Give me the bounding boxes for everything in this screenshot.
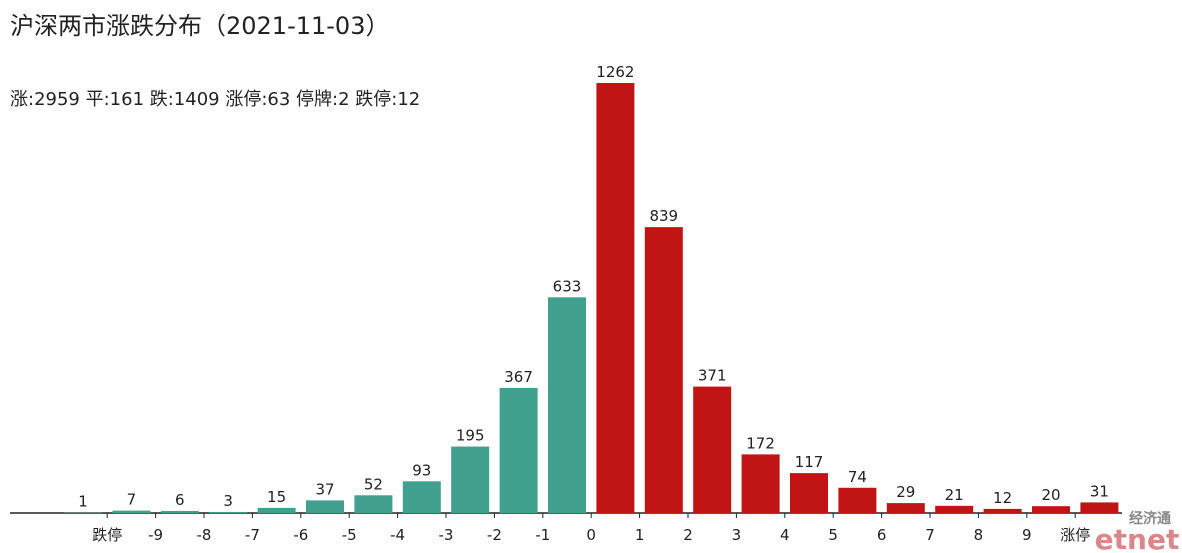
watermark-bottom: etnet bbox=[1095, 523, 1180, 553]
bar bbox=[596, 83, 635, 513]
x-tick-label: 0 bbox=[586, 526, 596, 544]
watermark-top: 经济通 bbox=[1129, 510, 1171, 527]
value-label: 371 bbox=[698, 367, 727, 385]
value-label: 20 bbox=[1041, 486, 1060, 504]
value-label: 21 bbox=[945, 486, 964, 504]
x-tick-label: 7 bbox=[925, 526, 935, 544]
bar bbox=[983, 508, 1022, 513]
x-tick-label: -4 bbox=[390, 526, 405, 544]
value-label: 1 bbox=[78, 493, 88, 511]
bar bbox=[209, 511, 248, 513]
bar bbox=[354, 495, 393, 513]
value-label: 93 bbox=[412, 461, 431, 479]
value-label: 37 bbox=[315, 480, 334, 498]
x-tick-label: -2 bbox=[487, 526, 502, 544]
bar bbox=[886, 503, 925, 513]
value-label: 172 bbox=[746, 434, 775, 452]
x-tick-label: -8 bbox=[197, 526, 212, 544]
x-tick-label: 6 bbox=[877, 526, 887, 544]
bar bbox=[1032, 506, 1070, 513]
bar bbox=[548, 297, 586, 513]
value-label: 117 bbox=[795, 453, 824, 471]
x-tick-label: -6 bbox=[293, 526, 308, 544]
value-label: 15 bbox=[267, 488, 286, 506]
value-label: 31 bbox=[1090, 482, 1109, 500]
value-label: 633 bbox=[553, 277, 582, 295]
x-tick-label: -9 bbox=[148, 526, 163, 544]
bar bbox=[160, 510, 199, 513]
value-label: 74 bbox=[848, 468, 867, 486]
value-label: 6 bbox=[175, 491, 185, 509]
x-tick-label: -3 bbox=[439, 526, 454, 544]
value-label: 3 bbox=[223, 492, 233, 510]
bar bbox=[741, 454, 780, 513]
value-label: 52 bbox=[364, 475, 383, 493]
x-tick-label: 2 bbox=[683, 526, 693, 544]
bar bbox=[112, 510, 151, 513]
chart-subtitle: 涨:2959 平:161 跌:1409 涨停:63 停牌:2 跌停:12 bbox=[10, 89, 420, 110]
bar bbox=[402, 481, 441, 513]
x-tick-label: -5 bbox=[342, 526, 357, 544]
x-tick-label: 5 bbox=[828, 526, 838, 544]
bar bbox=[790, 473, 828, 513]
bar bbox=[838, 487, 877, 513]
bar bbox=[257, 507, 296, 513]
value-label: 12 bbox=[993, 489, 1012, 507]
bar bbox=[499, 387, 538, 513]
bar bbox=[451, 446, 490, 513]
bar bbox=[306, 500, 344, 513]
value-label: 7 bbox=[127, 491, 137, 509]
bar bbox=[1080, 502, 1119, 513]
chart-title: 沪深两市涨跌分布（2021-11-03） bbox=[10, 12, 389, 40]
value-label: 1262 bbox=[596, 63, 634, 81]
x-tick-label: 3 bbox=[732, 526, 742, 544]
value-label: 195 bbox=[456, 427, 485, 445]
x-tick-label: 1 bbox=[635, 526, 645, 544]
x-tick-label: 9 bbox=[1022, 526, 1032, 544]
x-tick-label: -7 bbox=[245, 526, 260, 544]
x-tick-label: -1 bbox=[535, 526, 550, 544]
x-tick-label: 跌停 bbox=[92, 526, 122, 544]
value-label: 29 bbox=[896, 483, 915, 501]
bar bbox=[935, 505, 974, 513]
bar bbox=[693, 386, 732, 513]
x-tick-label: 8 bbox=[974, 526, 984, 544]
value-label: 839 bbox=[649, 207, 678, 225]
value-label: 367 bbox=[504, 368, 533, 386]
bar bbox=[644, 227, 683, 514]
x-tick-label: 涨停 bbox=[1060, 526, 1090, 544]
x-tick-label: 4 bbox=[780, 526, 790, 544]
